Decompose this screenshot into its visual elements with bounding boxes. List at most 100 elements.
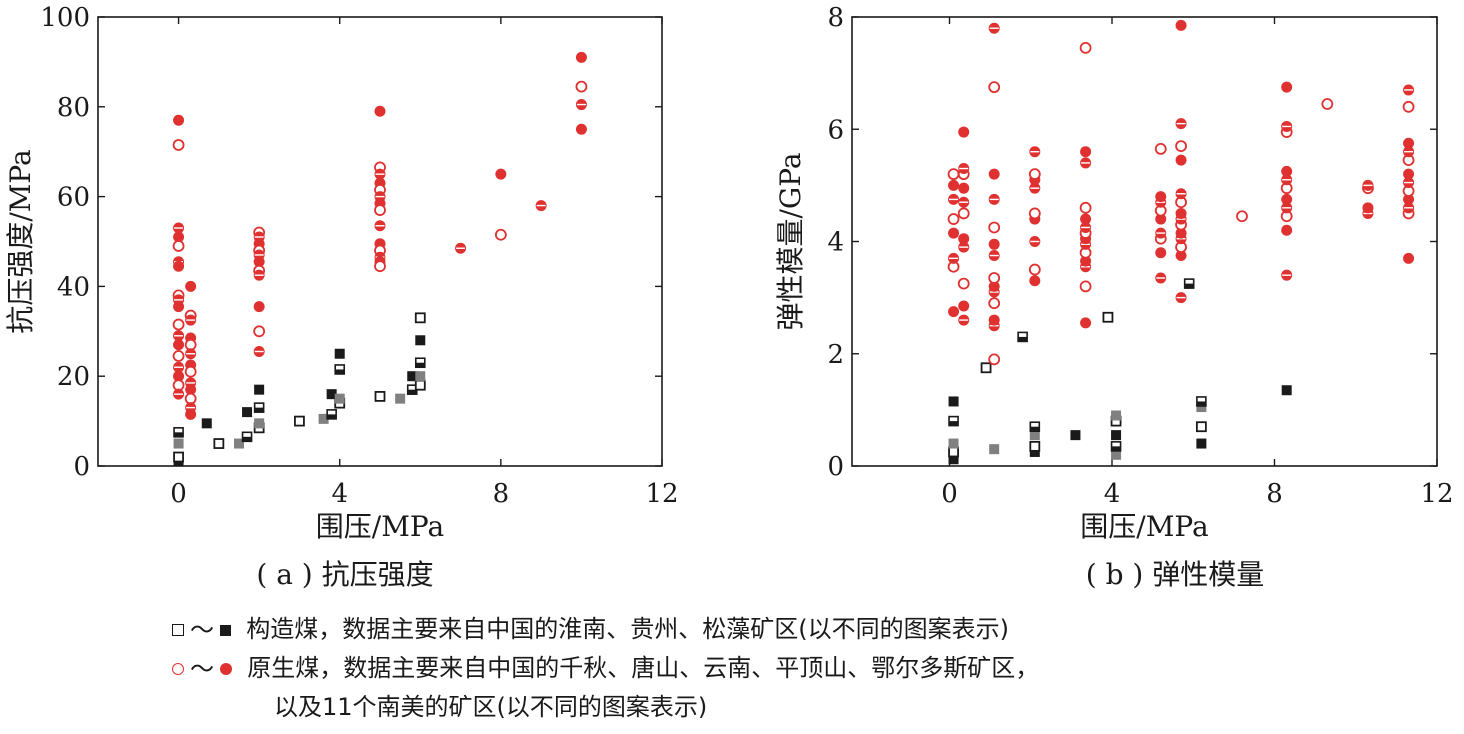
primary-coal-point — [374, 204, 386, 216]
tectonic-coal-point — [1196, 402, 1207, 413]
tectonic-coal-point-half — [335, 369, 345, 374]
tectonic-coal-point-half — [1018, 336, 1028, 342]
legend: ～ 构造煤，数据主要来自中国的淮南、贵州、松藻矿区(以不同的图案表示) ～ 原生… — [172, 610, 1039, 726]
legend-primary-text-2: 以及11个南美的矿区(以不同的图案表示) — [274, 693, 708, 721]
x-axis-label: 围压/MPa — [316, 510, 444, 543]
tectonic-coal-point — [173, 438, 184, 449]
primary-coal-point — [253, 256, 265, 268]
primary-coal-point — [1175, 250, 1187, 262]
primary-coal-point — [1175, 154, 1187, 166]
legend-primary-text: 原生煤，数据主要来自中国的千秋、唐山、云南、平顶山、鄂尔多斯矿区， — [247, 654, 1040, 682]
primary-coal-point — [172, 139, 185, 151]
tectonic-coal-point — [1195, 421, 1207, 433]
primary-coal-point — [173, 260, 185, 272]
tectonic-coal-point — [1029, 446, 1040, 457]
x-tick-label: 0 — [170, 479, 187, 509]
y-tick-label: 40 — [57, 272, 90, 302]
tectonic-coal-point — [395, 393, 406, 404]
tectonic-coal-point — [1070, 430, 1081, 441]
tectonic-coal-point-half — [242, 436, 252, 442]
tectonic-coal-point — [989, 444, 1000, 455]
primary-coal-point — [988, 353, 1001, 366]
primary-coal-point — [173, 114, 185, 126]
y-tick-label: 8 — [827, 3, 844, 33]
x-tick-label: 8 — [493, 479, 510, 509]
primary-coal-point — [988, 314, 1000, 326]
primary-coal-point — [575, 51, 587, 63]
y-tick-label: 100 — [40, 3, 90, 33]
primary-coal-point — [1154, 142, 1167, 155]
tectonic-coal-point-half — [1111, 446, 1121, 451]
tectonic-coal-point — [254, 418, 265, 429]
primary-coal-point — [948, 306, 960, 318]
primary-coal-point — [172, 318, 185, 331]
tectonic-coal-point — [980, 362, 992, 374]
primary-coal-point — [957, 207, 970, 220]
x-tick-label: 4 — [331, 479, 348, 509]
legend-filled-circle-marker — [220, 663, 232, 675]
tectonic-coal-point — [234, 438, 244, 449]
tectonic-coal-point — [414, 312, 426, 324]
tectonic-coal-point-half — [254, 407, 264, 413]
x-tick-label: 8 — [1266, 479, 1283, 509]
y-axis-label: 抗压强度/MPa — [4, 149, 37, 333]
panel-caption: ( b ) 弹性模量 — [1086, 558, 1264, 591]
primary-coal-point — [1281, 193, 1293, 205]
primary-coal-point — [1079, 280, 1092, 293]
primary-coal-point — [575, 80, 588, 93]
tectonic-coal-point-half — [1196, 401, 1206, 406]
primary-coal-point — [1362, 202, 1374, 214]
primary-coal-point — [1155, 247, 1167, 259]
tectonic-coal-point — [326, 389, 337, 400]
primary-coal-point — [958, 126, 970, 138]
y-tick-label: 0 — [73, 452, 90, 482]
primary-coal-point — [1281, 224, 1293, 236]
primary-coal-point — [173, 301, 185, 313]
y-tick-label: 80 — [57, 93, 90, 123]
tectonic-coal-point — [1029, 440, 1041, 452]
plot-frame — [851, 16, 1438, 467]
primary-coal-point — [253, 325, 266, 338]
primary-coal-point — [184, 365, 197, 378]
primary-coal-point — [173, 370, 185, 382]
tectonic-coal-point — [242, 407, 253, 418]
primary-coal-point — [958, 182, 970, 194]
primary-coal-point — [1403, 168, 1415, 180]
primary-coal-point — [1080, 213, 1092, 225]
primary-coal-point — [1403, 137, 1415, 149]
legend-tilde: ～ — [190, 616, 214, 644]
primary-coal-point — [185, 408, 197, 420]
tectonic-coal-point — [1111, 430, 1122, 441]
legend-tectonic-text: 构造煤，数据主要来自中国的淮南、贵州、松藻矿区(以不同的图案表示) — [246, 615, 1009, 643]
legend-row-tectonic: ～ 构造煤，数据主要来自中国的淮南、贵州、松藻矿区(以不同的图案表示) — [172, 610, 1039, 649]
tectonic-coal-point — [201, 418, 212, 429]
primary-coal-point — [988, 272, 1001, 284]
y-tick-label: 2 — [827, 340, 844, 370]
primary-coal-point — [185, 280, 197, 292]
legend-tilde: ～ — [190, 655, 214, 683]
tectonic-coal-point — [334, 348, 345, 359]
primary-coal-point — [185, 384, 197, 396]
tectonic-coal-point-half — [327, 414, 337, 419]
legend-open-square-marker — [172, 624, 184, 636]
tectonic-coal-point — [1102, 311, 1114, 323]
tectonic-coal-point — [948, 446, 959, 458]
primary-coal-point — [988, 280, 1000, 292]
y-axis-label: 弹性模量/GPa — [774, 152, 807, 330]
tectonic-coal-point — [1281, 385, 1292, 396]
primary-coal-point — [1403, 193, 1415, 205]
tectonic-coal-point — [415, 371, 426, 382]
primary-coal-point — [1175, 140, 1187, 152]
tectonic-coal-point-half — [1184, 283, 1194, 289]
tectonic-coal-point — [1111, 449, 1122, 460]
primary-coal-point — [1403, 252, 1415, 264]
x-tick-label: 12 — [645, 479, 678, 509]
tectonic-coal-point — [173, 451, 184, 463]
tectonic-coal-point-half — [415, 362, 425, 368]
tectonic-coal-point — [948, 396, 959, 407]
primary-coal-point — [494, 228, 507, 241]
primary-coal-point — [1028, 207, 1041, 220]
primary-coal-point — [173, 231, 185, 243]
tectonic-coal-point — [948, 438, 959, 449]
tectonic-coal-point — [294, 415, 305, 427]
